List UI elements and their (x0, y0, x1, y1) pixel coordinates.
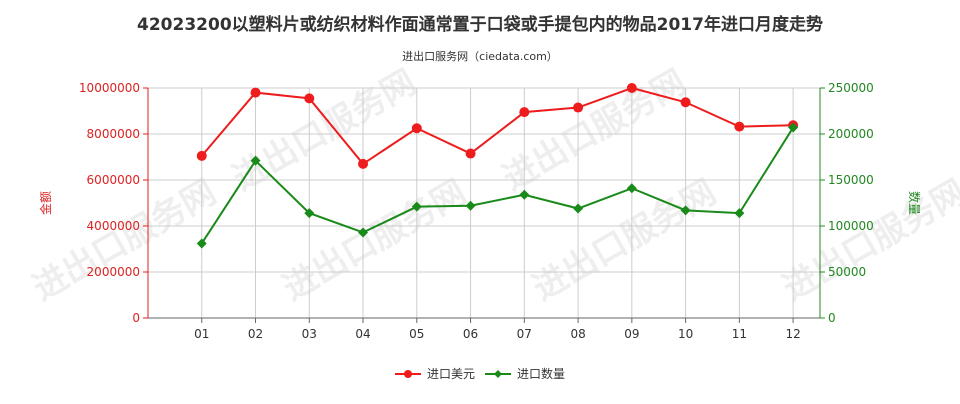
y-right-tick-label: 250000 (828, 81, 874, 95)
series-line-1 (200, 86, 794, 166)
axes: 0200000040000006000000800000010000000050… (79, 81, 874, 341)
watermark-text: 进出口服务网 (496, 62, 693, 199)
data-point-2 (573, 203, 584, 214)
data-point-2 (680, 205, 691, 216)
legend: 进口美元 进口数量 (395, 366, 565, 381)
y-left-tick-label: 10000000 (79, 81, 140, 95)
data-point-1 (465, 148, 476, 159)
data-point-2 (304, 208, 315, 219)
y-left-tick-label: 0 (132, 311, 140, 325)
legend-label-1: 进口美元 (427, 367, 475, 381)
x-tick-label: 04 (355, 327, 370, 341)
x-tick-label: 01 (194, 327, 209, 341)
x-tick-label: 03 (302, 327, 317, 341)
data-point-1 (411, 123, 422, 134)
data-point-1 (519, 107, 530, 118)
data-point-2 (465, 200, 476, 211)
x-tick-label: 12 (785, 327, 800, 341)
x-tick-label: 09 (624, 327, 639, 341)
data-point-2 (250, 155, 261, 166)
data-point-1 (626, 83, 637, 93)
legend-marker-2 (494, 370, 502, 378)
chart-title: 42023200以塑料片或纺织材料作面通常置于口袋或手提包内的物品2017年进口… (137, 14, 823, 35)
y-right-tick-label: 100000 (828, 219, 874, 233)
x-tick-label: 02 (248, 327, 263, 341)
y-left-axis-label: 金额 (38, 191, 53, 215)
data-point-1 (680, 97, 691, 108)
data-point-2 (196, 238, 207, 249)
data-point-1 (304, 93, 315, 104)
data-point-1 (196, 150, 207, 161)
legend-marker-1 (404, 370, 412, 378)
data-point-2 (626, 183, 637, 194)
y-right-tick-label: 50000 (828, 265, 866, 279)
y-left-tick-label: 6000000 (87, 173, 140, 187)
watermark-text: 进出口服务网 (26, 172, 223, 309)
watermark-text: 进出口服务网 (776, 172, 960, 309)
data-point-1 (734, 121, 745, 132)
y-right-tick-label: 0 (828, 311, 836, 325)
x-tick-label: 11 (732, 327, 747, 341)
data-point-1 (250, 87, 261, 98)
y-left-tick-label: 8000000 (87, 127, 140, 141)
data-point-2 (411, 201, 422, 212)
chart-subtitle: 进出口服务网（ciedata.com） (402, 49, 558, 63)
data-point-1 (358, 158, 369, 169)
x-tick-label: 06 (463, 327, 478, 341)
x-tick-label: 05 (409, 327, 424, 341)
y-right-tick-label: 200000 (828, 127, 874, 141)
data-point-2 (519, 189, 530, 200)
y-right-tick-label: 150000 (828, 173, 874, 187)
x-tick-label: 10 (678, 327, 693, 341)
y-left-tick-label: 4000000 (87, 219, 140, 233)
watermark-text: 进出口服务网 (276, 172, 473, 309)
series-layer (196, 83, 799, 249)
data-point-2 (734, 208, 745, 219)
y-right-axis-label: 数量 (907, 191, 922, 215)
series-line-2 (200, 127, 794, 245)
watermark-text: 进出口服务网 (526, 172, 723, 309)
x-tick-label: 07 (517, 327, 532, 341)
data-point-1 (573, 102, 584, 113)
data-point-2 (358, 227, 369, 238)
legend-label-2: 进口数量 (517, 366, 565, 381)
x-tick-label: 08 (570, 327, 585, 341)
y-left-tick-label: 2000000 (87, 265, 140, 279)
data-point-2 (788, 122, 799, 133)
